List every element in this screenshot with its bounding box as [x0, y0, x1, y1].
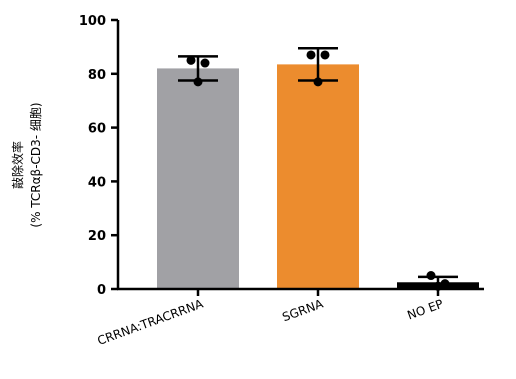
- data-point-2-1: [440, 279, 450, 289]
- y-tick-label-1: 20: [88, 229, 106, 244]
- bar-1: [277, 64, 359, 289]
- y-tick-label-0: 0: [97, 283, 106, 298]
- x-tick-label-0: CRRNA:TRACRRNA: [95, 296, 205, 348]
- data-point-0-0: [186, 55, 196, 65]
- y-tick-label-2: 40: [88, 175, 106, 190]
- y-axis-label-line2: (% TCRαβ-CD3- 细胞): [29, 102, 43, 227]
- plot-area: 0 20 40 60 80 100 CRRNA:TRACRRNA SGRNA NO EP: [79, 14, 484, 348]
- x-tick-label-2: NO EP: [405, 297, 445, 323]
- data-point-1-2: [313, 77, 323, 87]
- data-point-0-1: [200, 58, 210, 68]
- data-point-1-0: [306, 50, 316, 60]
- y-tick-label-4: 80: [88, 68, 106, 83]
- data-point-0-2: [193, 77, 203, 87]
- y-axis-label: 敲除效率 (% TCRαβ-CD3- 细胞): [10, 102, 43, 227]
- data-point-2-0: [426, 271, 436, 281]
- y-axis-label-line1: 敲除效率: [10, 141, 25, 189]
- y-tick-label-5: 100: [79, 14, 106, 29]
- x-tick-label-1: SGRNA: [280, 296, 325, 324]
- data-point-1-1: [320, 50, 330, 60]
- y-tick-label-3: 60: [88, 122, 106, 137]
- bar-0: [157, 68, 239, 289]
